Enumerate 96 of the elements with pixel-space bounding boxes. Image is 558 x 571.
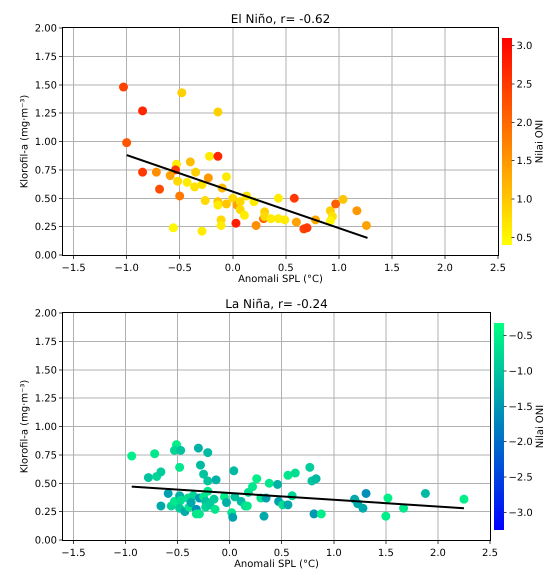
point [166,171,175,180]
color-bar-label: 2.5 [516,80,532,90]
y-tick-label: 0.00 [34,536,57,546]
y-tick-label: 1.25 [34,108,57,120]
color-bar-label: −2.0 [508,437,533,448]
y-tick-label: 2.00 [34,24,57,34]
color-bar-label: −3.0 [508,508,533,519]
y-tick-label: 0.50 [34,478,57,490]
point [122,138,132,148]
color-bar-title: Nilai ONI [534,404,546,448]
x-tick-label: 2.5 [482,548,498,559]
y-tick-label: 0.25 [34,507,57,518]
point [173,176,182,186]
color-bar-label: 1.0 [516,194,532,206]
point [190,182,200,192]
color-bar-label: −1.0 [508,366,533,378]
point [204,152,214,161]
point [302,223,312,232]
x-tick-label: −1.0 [114,263,139,274]
x-tick-label: 1.0 [330,263,347,274]
x-axis-title: Anomali SPL (°C) [234,559,319,570]
y-tick-label: 0.00 [34,250,57,262]
x-tick-label: −0.5 [165,548,190,559]
x-tick-label: 1.0 [326,548,342,559]
point [216,220,226,230]
point [352,206,362,216]
point [236,197,245,206]
y-tick-label: 0.75 [34,165,57,176]
y-tick-label: 2.00 [34,308,57,320]
point [155,184,164,194]
point [338,194,348,204]
y-tick-label: 0.50 [34,194,57,205]
point [186,157,195,166]
chart-title: El Niño, r= -0.62 [230,12,330,26]
point [138,168,148,177]
y-tick-label: 1.00 [34,137,57,148]
point [240,210,249,220]
y-axis-title: Klorofil-a (mg·m⁻³) [20,380,31,474]
point [290,194,299,203]
point [252,220,261,230]
color-bar-label: 0.5 [516,232,532,244]
y-axis-title: Klorofil-a (mg·m⁻³) [20,94,31,188]
point [200,196,210,206]
color-bar-title: Nilai ONI [534,120,546,164]
color-bar-label: −2.5 [508,472,533,484]
point [213,152,222,161]
point [222,172,231,182]
point [292,218,301,227]
x-tick-label: −0.5 [168,263,192,274]
chart-title: La Niña, r= -0.24 [225,297,328,311]
point [177,88,186,98]
point [197,226,206,236]
color-bar-label: −1.5 [508,402,533,413]
y-tick-label: 0.75 [34,450,57,462]
point [191,168,200,177]
x-tick-label: 2.0 [430,548,446,559]
point [228,194,238,203]
color-bar-label: 2.0 [516,118,532,129]
point [222,199,231,208]
point [152,168,161,177]
y-tick-label: 1.00 [34,422,57,433]
point [168,223,178,232]
color-bar-label: 1.5 [516,156,532,168]
x-tick-label: −1.5 [61,548,86,559]
x-axis-title: Anomali SPL (°C) [238,274,323,285]
x-tick-label: 2.5 [490,263,506,274]
point [182,178,192,187]
x-tick-label: 0.5 [274,548,290,559]
point [213,200,222,210]
y-tick-label: 1.50 [34,80,57,92]
x-tick-label: 1.5 [384,263,400,274]
point [231,218,240,228]
point [138,106,148,116]
point [266,214,276,224]
y-tick-label: 1.50 [34,365,57,376]
color-bar-label: 3.0 [516,41,532,52]
point [213,107,222,116]
x-tick-label: −1.0 [113,548,138,559]
point [362,220,371,230]
point [280,215,290,224]
color-bar-label: −0.5 [508,331,533,342]
x-tick-label: 0.0 [224,263,241,274]
point [274,194,283,203]
point [331,199,340,208]
y-tick-label: 1.25 [34,394,57,405]
point [118,82,128,92]
x-tick-label: 0.0 [222,548,238,559]
x-tick-label: 1.5 [378,548,394,559]
x-tick-label: −1.5 [61,263,86,274]
y-tick-label: 1.75 [34,336,57,348]
y-tick-label: 0.25 [34,222,57,234]
y-tick-label: 1.75 [34,52,57,63]
x-tick-label: 2.0 [436,263,453,274]
point [204,173,213,182]
x-tick-label: 0.5 [278,263,294,274]
point [175,191,184,200]
